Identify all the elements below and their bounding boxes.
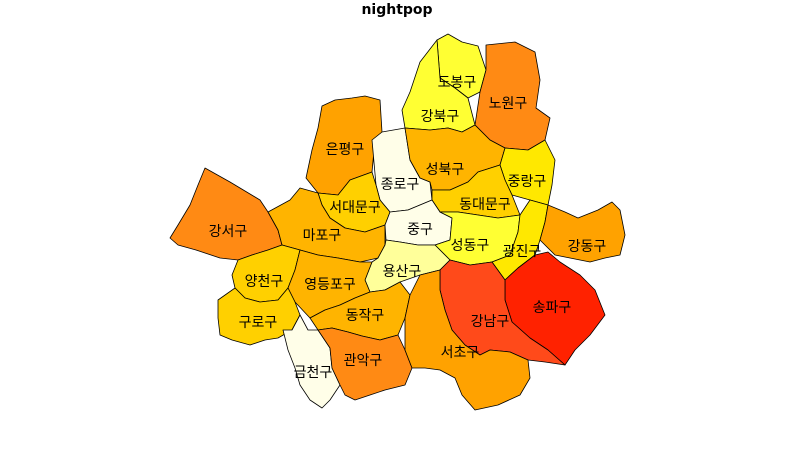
district-label-dongdaemun: 동대문구 [459, 197, 511, 213]
district-label-dobong: 도봉구 [438, 75, 477, 91]
district-gwanak [317, 327, 413, 401]
district-label-yongsan: 용산구 [383, 264, 422, 280]
district-label-yeongdeungpo: 영등포구 [304, 277, 356, 293]
district-label-seongbuk: 성북구 [426, 162, 465, 178]
district-label-songpa: 송파구 [533, 300, 572, 316]
district-gangdong [539, 201, 626, 263]
district-label-dongjak: 동작구 [346, 308, 385, 324]
district-label-gwanak: 관악구 [344, 353, 383, 369]
district-label-jongno: 종로구 [381, 177, 420, 193]
district-label-geumcheon: 금천구 [294, 365, 333, 381]
district-label-yangcheon: 양천구 [245, 274, 284, 290]
district-label-nowon: 노원구 [489, 96, 528, 112]
district-label-jungnang: 중랑구 [508, 174, 547, 190]
district-label-eunpyeong: 은평구 [326, 142, 365, 158]
district-label-guro: 구로구 [239, 315, 278, 331]
district-label-gangseo: 강서구 [209, 224, 248, 240]
map-title: nightpop [361, 2, 433, 18]
district-label-mapo: 마포구 [303, 228, 342, 244]
district-seocho [404, 269, 531, 411]
district-label-gangnam: 강남구 [471, 314, 510, 330]
district-label-seodaemun: 서대문구 [329, 200, 381, 216]
district-label-gwangjin: 광진구 [503, 244, 542, 260]
district-gangseo [169, 167, 283, 261]
district-label-gangdong: 강동구 [568, 239, 607, 255]
district-label-jung: 중구 [407, 222, 433, 238]
district-label-gangbuk: 강북구 [421, 109, 460, 125]
district-label-seocho: 서초구 [441, 345, 480, 361]
district-label-seongdong: 성동구 [451, 238, 490, 254]
